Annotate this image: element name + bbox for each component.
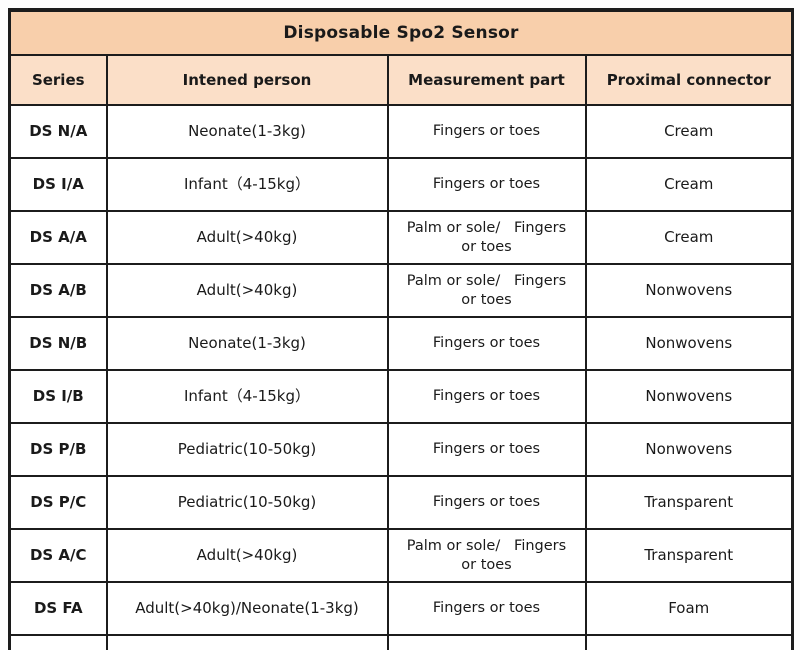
cell-intened-person: Adult(>40kg) [105,528,389,583]
cell-series: DS I/A [8,157,108,212]
col-header-intened-person: Intened person [105,54,389,106]
table-row: DS I/B Infant（4-15kg） Fingers or toes No… [8,369,794,424]
cell-intened-person: Adult(>40kg)/Neonate(1-3kg) [105,581,389,636]
table-row: DS FA Adult(>40kg)/Neonate(1-3kg) Finger… [8,581,794,636]
cell-intened-person: Pediatric(10-50kg) [105,422,389,477]
col-header-proximal-connector: Proximal connector [584,54,794,106]
spo2-sensor-table: Disposable Spo2 Sensor Series Intened pe… [8,8,794,650]
cell-measurement-part: Fingers or toes [386,316,587,371]
table-row: DS P/B Pediatric(10-50kg) Fingers or toe… [8,422,794,477]
cell-series: DS FA-P [8,634,108,650]
table-title: Disposable Spo2 Sensor [8,9,794,56]
table-row: DS A/B Adult(>40kg) Palm or sole/ Finger… [8,263,794,318]
cell-measurement-part: Fingers or toes [386,634,587,650]
cell-intened-person: Neonate(1-3kg) [105,316,389,371]
cell-measurement-part: Palm or sole/ Fingers or toes [386,210,587,265]
cell-proximal-connector: Foam [584,581,794,636]
cell-series: DS A/C [8,528,108,583]
cell-intened-person: Infant（4-15kg） [105,369,389,424]
cell-proximal-connector: Cream [584,210,794,265]
cell-measurement-part: Palm or sole/ Fingers or toes [386,263,587,318]
cell-intened-person: Neonate(1-3kg) [105,104,389,159]
cell-proximal-connector: Cream [584,157,794,212]
cell-proximal-connector: Nonwovens [584,369,794,424]
cell-series: DS I/B [8,369,108,424]
cell-measurement-part: Fingers or toes [386,369,587,424]
cell-measurement-part: Fingers or toes [386,475,587,530]
cell-intened-person: Pediatric(10-50kg) [105,475,389,530]
cell-series: DS N/B [8,316,108,371]
cell-proximal-connector: Foam [584,634,794,650]
col-header-series: Series [8,54,108,106]
cell-series: DS N/A [8,104,108,159]
cell-series: DS P/B [8,422,108,477]
table-row: DS N/A Neonate(1-3kg) Fingers or toes Cr… [8,104,794,159]
cell-measurement-part: Fingers or toes [386,422,587,477]
cell-proximal-connector: Cream [584,104,794,159]
table-row: DS N/B Neonate(1-3kg) Fingers or toes No… [8,316,794,371]
col-header-measurement-part: Measurement part [386,54,587,106]
table-row: DS FA-P Pediatric(10-50kg) Fingers or to… [8,634,794,650]
cell-measurement-part: Fingers or toes [386,157,587,212]
cell-intened-person: Adult(>40kg) [105,263,389,318]
cell-measurement-part: Fingers or toes [386,104,587,159]
cell-measurement-part: Fingers or toes [386,581,587,636]
cell-series: DS P/C [8,475,108,530]
cell-series: DS A/A [8,210,108,265]
cell-proximal-connector: Nonwovens [584,422,794,477]
cell-proximal-connector: Transparent [584,475,794,530]
column-header-row: Series Intened person Measurement part P… [8,54,794,106]
cell-proximal-connector: Transparent [584,528,794,583]
cell-measurement-part: Palm or sole/ Fingers or toes [386,528,587,583]
cell-intened-person: Adult(>40kg) [105,210,389,265]
cell-intened-person: Infant（4-15kg） [105,157,389,212]
table-row: DS A/C Adult(>40kg) Palm or sole/ Finger… [8,528,794,583]
table-row: DS I/A Infant（4-15kg） Fingers or toes Cr… [8,157,794,212]
cell-proximal-connector: Nonwovens [584,263,794,318]
cell-series: DS A/B [8,263,108,318]
title-row: Disposable Spo2 Sensor [8,9,794,56]
table-row: DS P/C Pediatric(10-50kg) Fingers or toe… [8,475,794,530]
table-row: DS A/A Adult(>40kg) Palm or sole/ Finger… [8,210,794,265]
cell-series: DS FA [8,581,108,636]
cell-intened-person: Pediatric(10-50kg) [105,634,389,650]
cell-proximal-connector: Nonwovens [584,316,794,371]
